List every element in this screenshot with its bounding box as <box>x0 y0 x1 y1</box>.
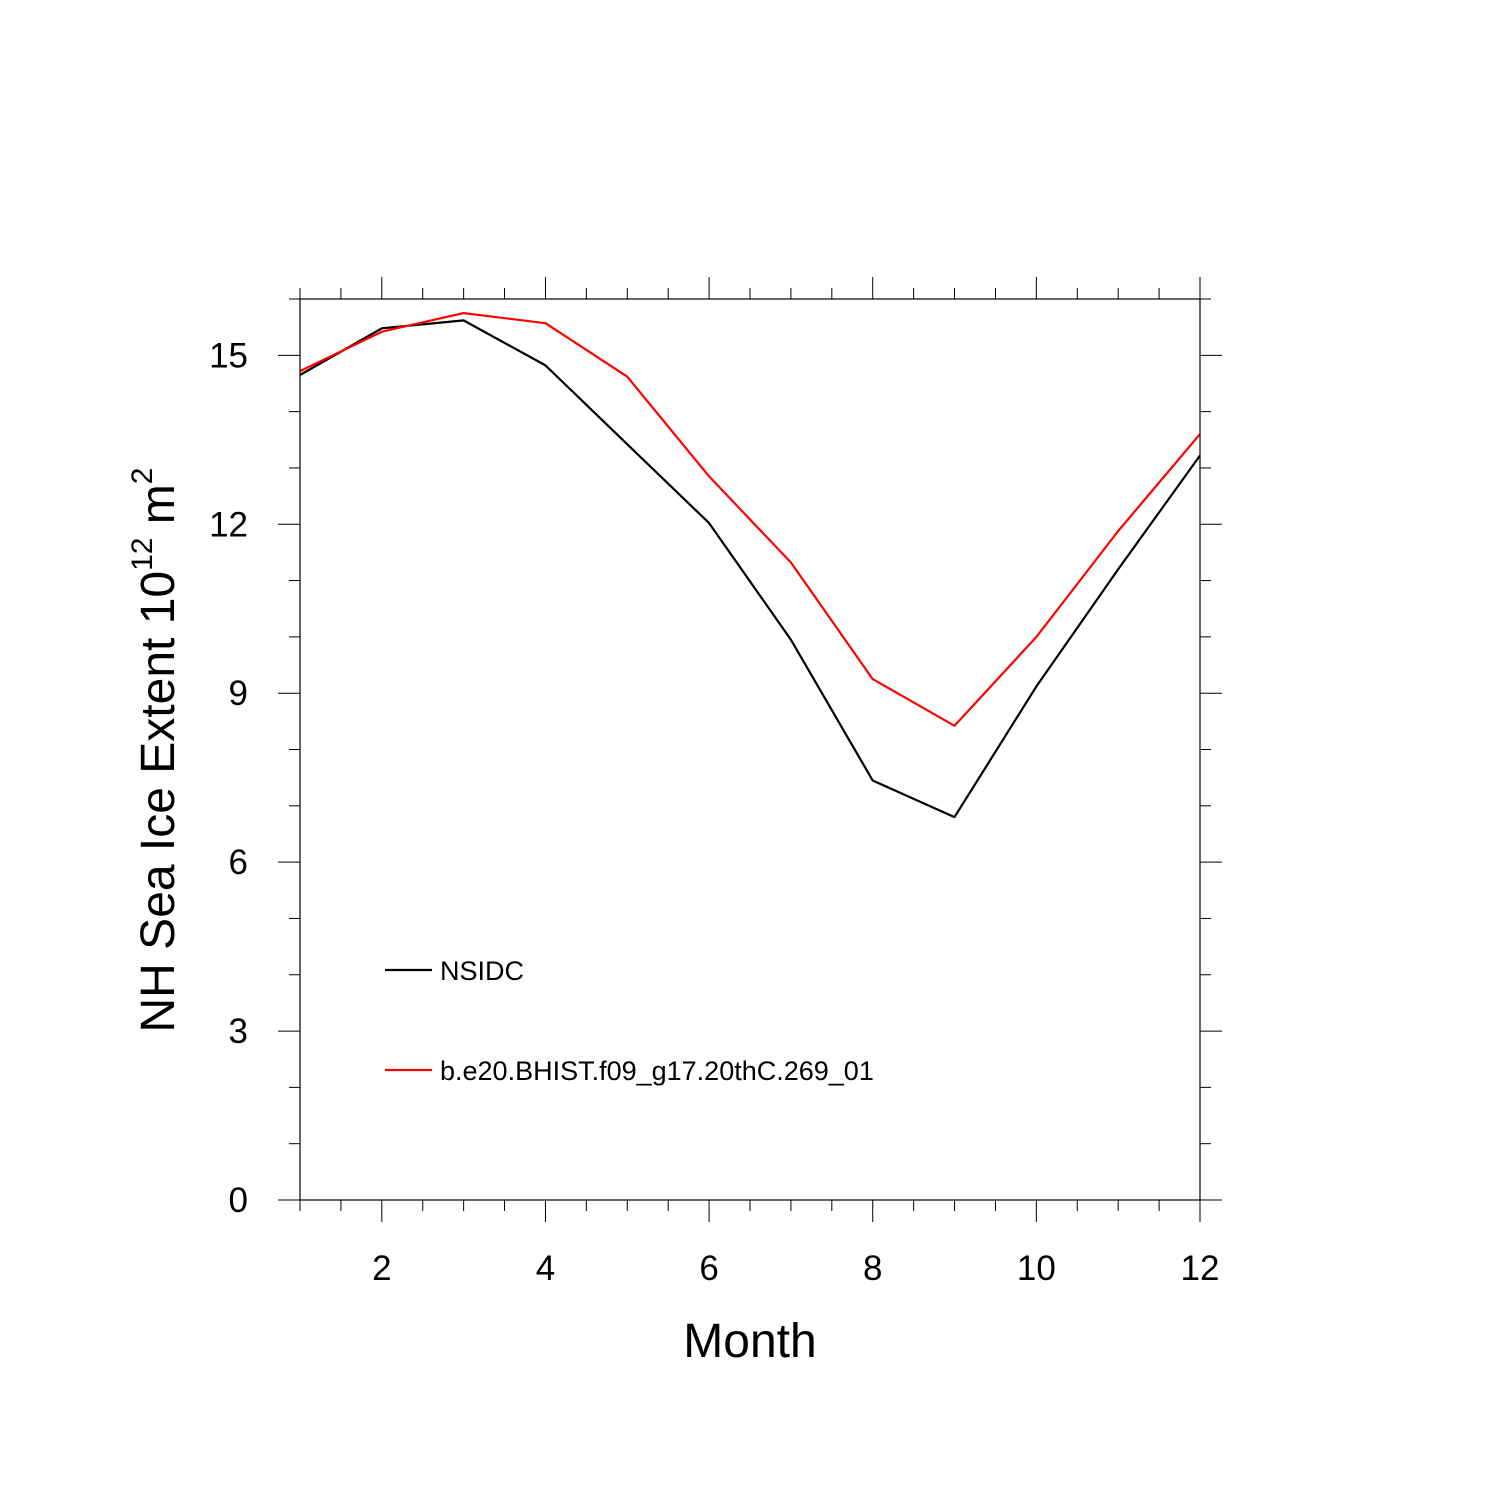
x-tick-label: 4 <box>536 1249 555 1288</box>
y-axis-title-base: NH Sea Ice Extent 10 <box>132 571 185 1033</box>
x-tick-label: 6 <box>699 1249 718 1288</box>
y-axis-title-exponent: 12 <box>126 538 159 571</box>
y-tick-label: 9 <box>229 674 248 713</box>
y-tick-label: 15 <box>209 336 248 375</box>
data-series <box>299 312 1201 819</box>
legend-label: b.e20.BHIST.f09_g17.20thC.269_01 <box>440 1056 874 1086</box>
y-axis-title: NH Sea Ice Extent 1012 m2 <box>126 468 185 1033</box>
y-axis-title-unit: m <box>132 484 185 537</box>
x-tick-label: 2 <box>372 1249 391 1288</box>
plot-frame <box>299 298 1201 1201</box>
x-tick-label: 10 <box>1017 1249 1056 1288</box>
legend-label: NSIDC <box>440 956 524 986</box>
y-tick-label: 3 <box>229 1012 248 1051</box>
series-line-nsidc <box>299 319 1201 819</box>
y-tick-label: 0 <box>229 1181 248 1220</box>
x-tick-label: 12 <box>1181 1249 1220 1288</box>
axis-ticks <box>278 277 1222 1222</box>
legend: NSIDC b.e20.BHIST.f09_g17.20thC.269_01 <box>385 956 874 1086</box>
series-line-model <box>299 312 1201 727</box>
y-tick-label: 12 <box>209 505 248 544</box>
x-axis-title: Month <box>683 1315 816 1368</box>
tick-labels: 2 4 6 8 10 12 0 3 6 9 12 15 <box>209 336 1219 1288</box>
y-tick-label: 6 <box>229 843 248 882</box>
y-axis-title-unit-exponent: 2 <box>126 468 159 485</box>
x-tick-label: 8 <box>863 1249 882 1288</box>
